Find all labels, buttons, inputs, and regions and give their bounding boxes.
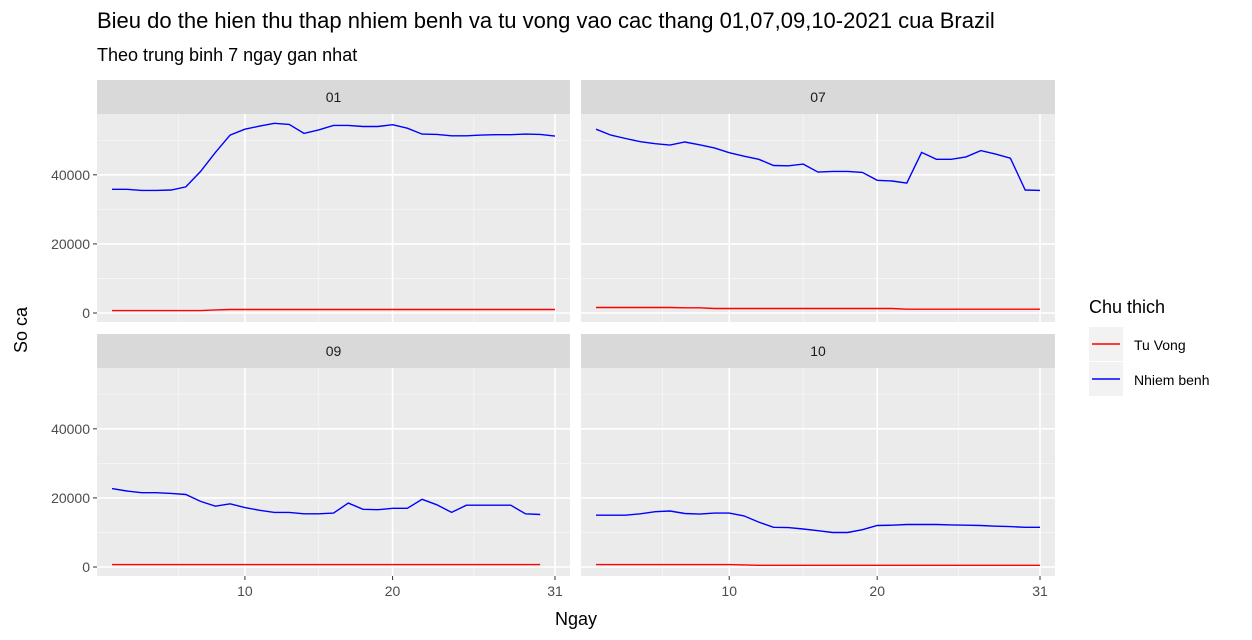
x-tick-label: 10 [237,583,253,599]
panel-background [581,368,1055,576]
facet-strip [581,334,1055,368]
y-tick-label: 40000 [51,167,90,183]
legend-label: Tu Vong [1134,337,1186,353]
chart-title: Bieu do the hien thu thap nhiem benh va … [97,8,995,33]
x-tick-label: 20 [385,583,401,599]
x-tick-label: 31 [547,583,563,599]
facet-strip [581,80,1055,114]
series-line-tu-vong [596,563,1040,566]
series-line-nhiem-benh [111,487,541,516]
x-tick-label: 20 [869,583,885,599]
facet-strip-label: 09 [326,343,342,359]
x-tick-label: 10 [721,583,737,599]
series-line-tu-vong [112,308,555,312]
legend-label: Nhiem benh [1134,372,1210,388]
chart-subtitle: Theo trung binh 7 ngay gan nhat [97,45,358,65]
y-tick-label: 40000 [51,421,90,437]
y-tick-label: 0 [82,305,90,321]
x-axis-title: Ngay [555,609,597,629]
facet-strip [97,334,570,368]
facet-strip-label: 07 [810,89,826,105]
y-tick-label: 0 [82,559,90,575]
y-tick-label: 20000 [51,490,90,506]
facet-strip [97,80,570,114]
panel-background [97,368,570,576]
panel-background [97,114,570,322]
series-line-nhiem-benh [595,128,1041,192]
facet-strip-label: 01 [326,89,342,105]
panel-background [581,114,1055,322]
legend-title: Chu thich [1089,297,1165,317]
x-tick-label: 31 [1032,583,1048,599]
series-line-nhiem-benh [112,122,556,192]
y-axis-title: So ca [11,306,31,353]
series-line-nhiem-benh [596,510,1040,534]
y-tick-label: 20000 [51,236,90,252]
series-line-tu-vong [596,306,1040,310]
facet-strip-label: 10 [810,343,826,359]
